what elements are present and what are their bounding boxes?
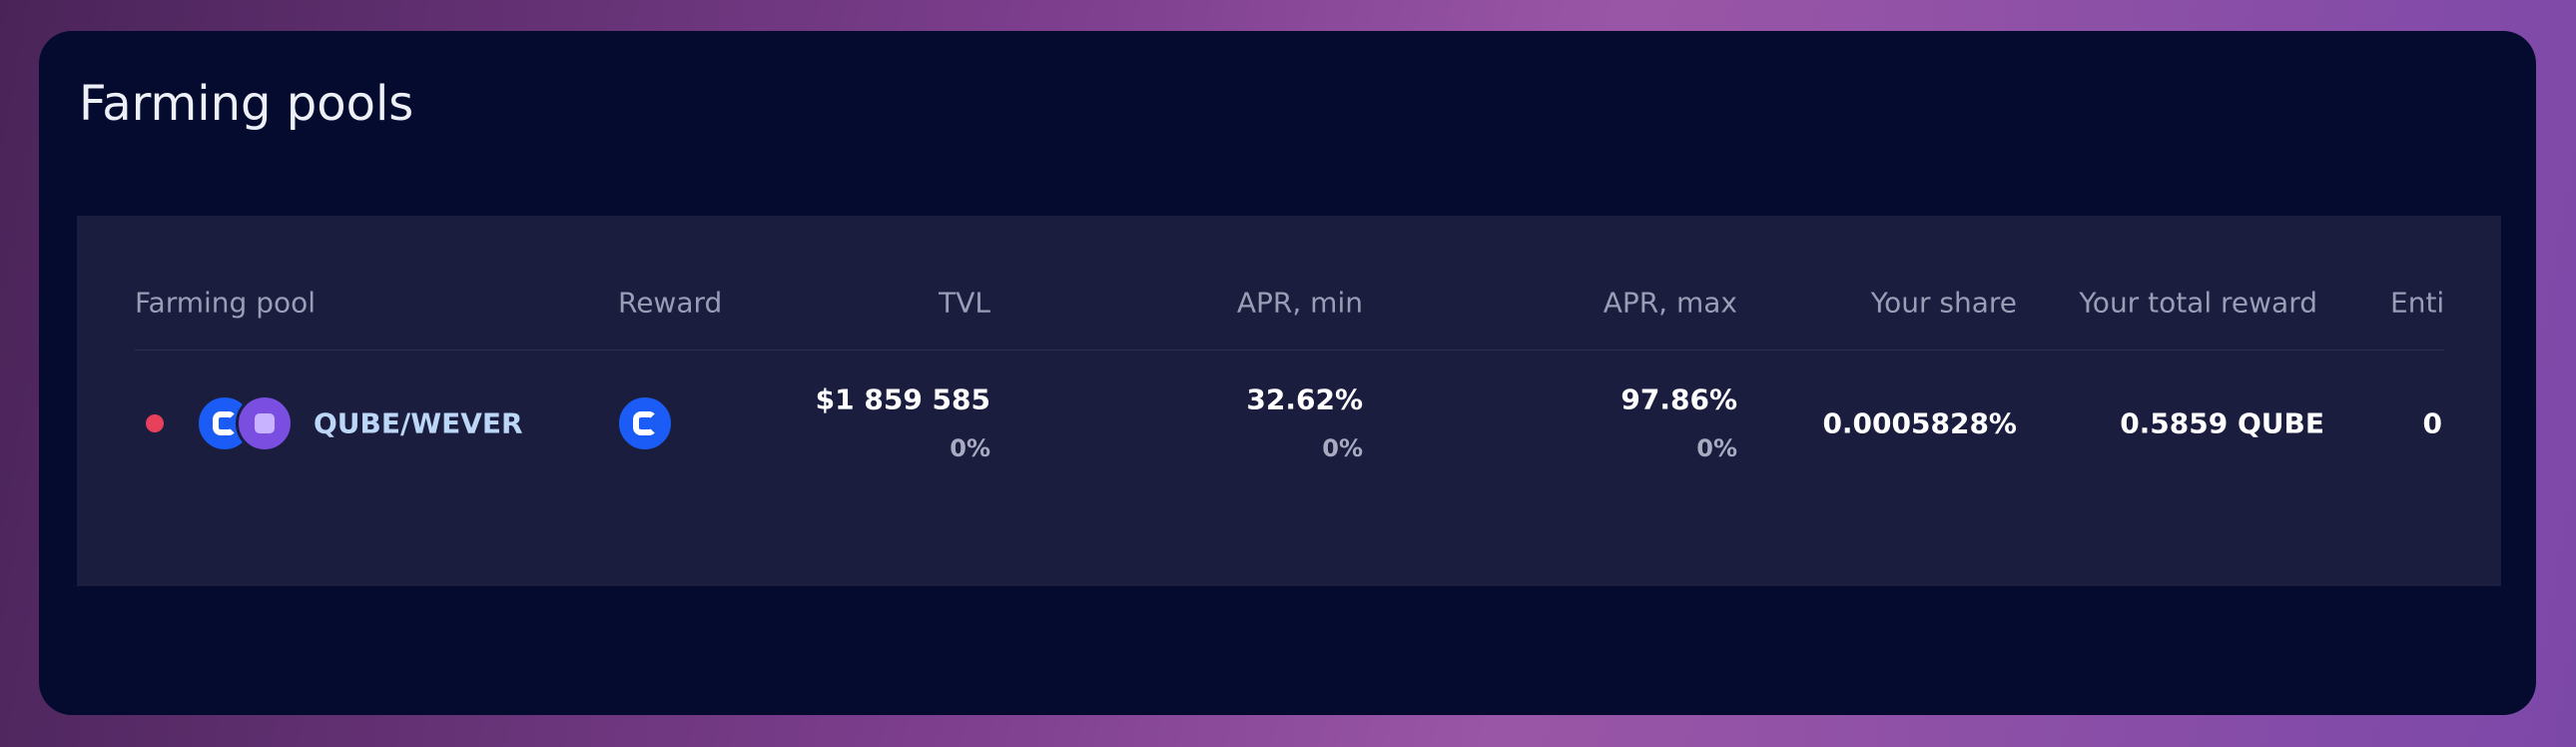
apr-max-change: 0% <box>1696 434 1737 462</box>
tvl-change: 0% <box>950 434 990 462</box>
column-header: Your total reward <box>2079 286 2317 320</box>
column-header: Farming pool <box>135 286 317 320</box>
total-reward: 0.5859 QUBE <box>2120 406 2324 440</box>
page-title: Farming pools <box>79 76 414 132</box>
column-header: TVL <box>939 286 990 320</box>
reward-icon[interactable] <box>616 394 674 452</box>
tvl: $1 859 585 <box>815 382 990 416</box>
entitled: 0 <box>2422 406 2442 440</box>
column-header: APR, min <box>1236 286 1363 320</box>
header-divider <box>135 350 2444 351</box>
apr-min-change: 0% <box>1322 434 1363 462</box>
column-header: Enti <box>2390 286 2445 320</box>
column-header: Reward <box>618 286 723 320</box>
apr-max: 97.86% <box>1620 382 1737 416</box>
apr-min: 32.62% <box>1246 382 1363 416</box>
column-header: Your share <box>1870 286 2017 320</box>
your-share: 0.0005828% <box>1822 406 2017 440</box>
pool-name[interactable]: QUBE/WEVER <box>314 406 523 440</box>
status-dot <box>146 414 164 432</box>
wever-icon <box>236 394 294 452</box>
table-panel <box>77 216 2501 586</box>
column-header: APR, max <box>1603 286 1737 320</box>
